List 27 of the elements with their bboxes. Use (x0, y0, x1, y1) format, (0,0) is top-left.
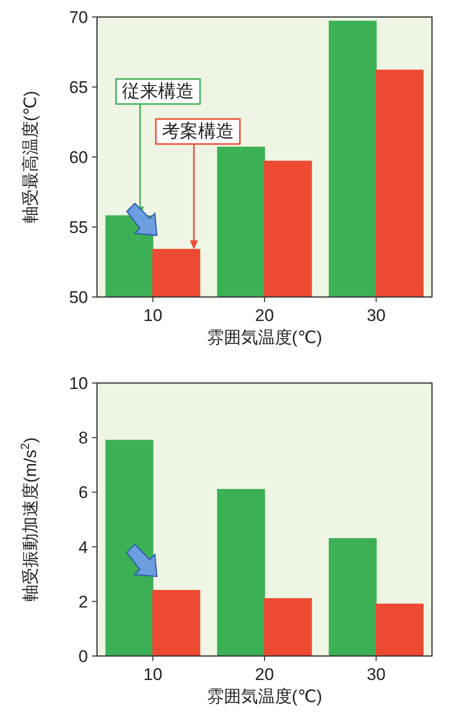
x-tick-label: 10 (143, 665, 162, 684)
x-axis-title: 雰囲気温度(℃) (206, 687, 322, 706)
y-tick-label: 10 (69, 374, 88, 393)
y-tick-label: 2 (78, 592, 88, 612)
x-tick-label: 20 (255, 665, 274, 684)
bar (217, 488, 265, 656)
y-axis-title: 軸受最高温度(℃) (21, 90, 40, 224)
y-tick-label: 6 (78, 483, 88, 502)
y-tick-label: 70 (69, 8, 88, 27)
y-tick-label: 50 (69, 288, 88, 307)
y-tick-label: 4 (78, 538, 88, 557)
bar (264, 598, 312, 656)
y-tick-label: 0 (78, 647, 88, 666)
bar (376, 604, 424, 656)
x-tick-label: 20 (255, 306, 274, 325)
text: 従来構造 (122, 81, 194, 101)
y-tick-label: 60 (69, 148, 88, 167)
x-tick-label: 10 (143, 306, 162, 325)
y-tick-label: 65 (69, 78, 88, 97)
text: 考案構造 (162, 121, 234, 141)
y-tick-label: 8 (78, 428, 88, 448)
bar (152, 590, 200, 656)
x-tick-label: 30 (366, 665, 386, 684)
x-axis-title: 雰囲気温度(℃) (206, 328, 322, 347)
y-tick-label: 55 (69, 218, 88, 237)
bar (328, 538, 377, 656)
x-tick-label: 30 (366, 306, 386, 325)
